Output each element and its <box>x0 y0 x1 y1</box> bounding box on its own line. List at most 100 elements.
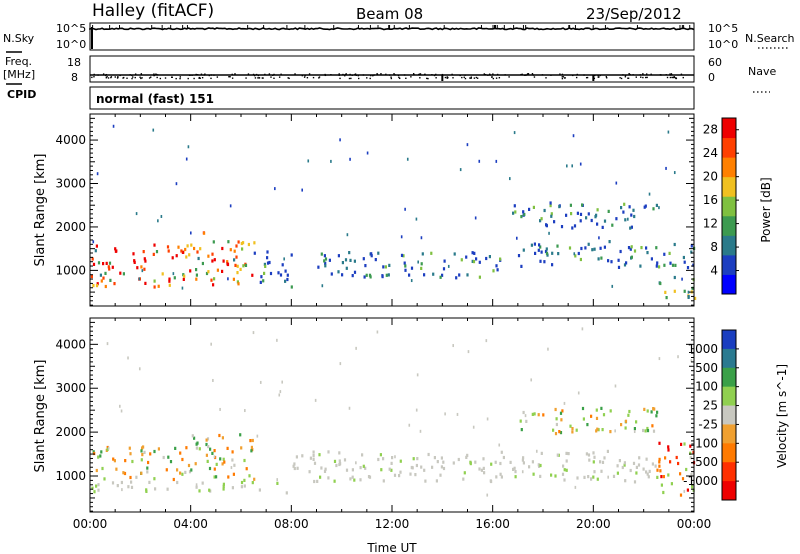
scatter-cell <box>181 250 184 254</box>
scatter-cell <box>632 461 636 465</box>
nave-point <box>318 76 321 78</box>
scatter-cell <box>195 268 198 272</box>
scatter-cell <box>436 460 439 464</box>
scatter-cell <box>129 475 132 480</box>
scatter-cell <box>277 271 280 275</box>
scatter-cell <box>444 412 446 416</box>
nave-point <box>354 73 356 76</box>
colorbar-tick-label: 8 <box>710 240 718 254</box>
scatter-cell <box>133 260 136 264</box>
scatter-cell <box>92 262 96 266</box>
scatter-cell <box>557 252 560 256</box>
scatter-cell <box>537 463 540 467</box>
scatter-cell <box>127 356 129 360</box>
scatter-cell <box>353 478 356 482</box>
freq-right-tick-bottom: 0 <box>708 71 715 84</box>
date-title: 23/Sep/2012 <box>586 5 682 23</box>
scatter-cell <box>544 249 548 254</box>
scatter-cell <box>207 445 210 449</box>
scatter-cell <box>335 463 338 468</box>
scatter-cell <box>364 466 367 470</box>
nave-point <box>156 74 159 76</box>
scatter-cell <box>312 457 315 461</box>
nave-point <box>671 76 673 79</box>
scatter-cell <box>519 419 522 423</box>
colorbar-tick-label: 24 <box>703 146 718 160</box>
scatter-cell <box>221 462 224 466</box>
nave-point <box>97 74 99 76</box>
scatter-cell <box>235 244 238 248</box>
scatter-cell <box>571 430 574 434</box>
scatter-cell <box>655 414 658 418</box>
scatter-cell <box>376 330 379 334</box>
scatter-cell <box>478 275 481 279</box>
scatter-cell <box>550 473 553 477</box>
x-tick-label: 20:00 <box>576 517 611 531</box>
scatter-cell <box>551 251 554 255</box>
noise-panel-frame <box>89 22 695 51</box>
scatter-cell <box>264 264 267 268</box>
nave-point <box>389 74 391 76</box>
scatter-cell <box>458 273 461 277</box>
scatter-cell <box>416 373 419 377</box>
scatter-cell <box>609 409 612 413</box>
nave-point <box>412 73 415 75</box>
scatter-cell <box>185 157 188 161</box>
colorbar-segment <box>722 157 736 178</box>
nave-point <box>419 77 421 79</box>
scatter-cell <box>231 458 234 462</box>
scatter-cell <box>423 273 426 277</box>
scatter-cell <box>483 471 486 475</box>
nave-point <box>268 73 271 75</box>
scatter-cell <box>595 416 599 420</box>
scatter-cell <box>223 460 226 464</box>
scatter-cell <box>673 171 676 175</box>
scatter-cell <box>409 472 412 476</box>
nave-point <box>114 76 116 78</box>
nave-point <box>116 77 119 79</box>
scatter-cell <box>424 479 427 483</box>
scatter-cell <box>406 157 409 161</box>
nave-point <box>526 73 529 75</box>
scatter-cell <box>690 472 693 477</box>
nave-point <box>131 77 133 80</box>
scatter-cell <box>603 456 606 460</box>
scatter-cell <box>351 274 354 278</box>
scatter-cell <box>592 460 595 464</box>
scatter-cell <box>351 475 354 479</box>
scatter-cell <box>398 474 401 478</box>
nave-point <box>189 74 191 76</box>
scatter-cell <box>687 290 690 294</box>
scatter-cell <box>205 453 208 457</box>
nave-point <box>550 74 552 76</box>
scatter-cell <box>659 281 662 286</box>
scatter-cell <box>563 478 566 482</box>
scatter-cell <box>346 233 349 237</box>
scatter-cell <box>574 254 577 258</box>
scatter-cell <box>198 489 201 493</box>
power-panel-frame <box>89 113 695 307</box>
scatter-cell <box>627 413 630 417</box>
scatter-cell <box>131 459 134 464</box>
scatter-cell <box>548 231 550 235</box>
scatter-cell <box>512 467 515 471</box>
nave-point <box>435 77 437 79</box>
scatter-cell <box>520 264 523 268</box>
y-tick-label: 3000 <box>55 381 86 395</box>
scatter-cell <box>577 251 580 256</box>
power-panel: 1000 2000 3000 4000 Slant Range [km] 4 8 12 16… <box>33 113 773 307</box>
scatter-cell <box>630 245 633 249</box>
scatter-cell <box>296 466 299 470</box>
scatter-cell <box>92 450 95 454</box>
scatter-cell <box>663 252 666 256</box>
scatter-cell <box>185 255 188 259</box>
x-axis-title: Time UT <box>366 541 417 554</box>
nave-point <box>141 77 143 79</box>
scatter-cell <box>252 331 255 335</box>
noise-right-tick-bottom: 10^0 <box>708 38 738 51</box>
nave-point <box>619 77 621 79</box>
scatter-cell <box>222 484 225 488</box>
scatter-cell <box>363 275 366 279</box>
scatter-cell <box>466 143 469 147</box>
